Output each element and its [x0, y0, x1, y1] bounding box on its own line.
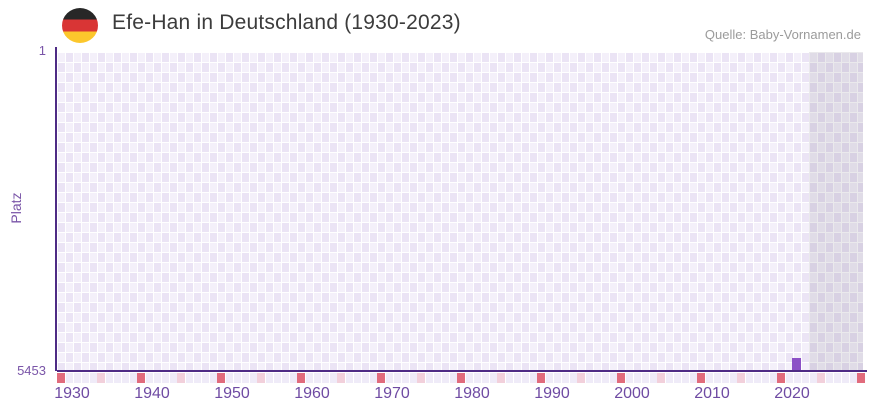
- chart-title: Efe-Han in Deutschland (1930-2023): [112, 11, 461, 34]
- rank-bar-2022[interactable]: [792, 358, 801, 370]
- x-axis-spine: [57, 370, 867, 372]
- mid-decade-marker-2015: [737, 373, 745, 383]
- y-axis-title: Platz: [8, 192, 24, 224]
- mid-decade-marker-1975: [417, 373, 425, 383]
- source-attribution: Quelle: Baby-Vornamen.de: [704, 27, 861, 42]
- mid-decade-marker-1995: [577, 373, 585, 383]
- germany-flag-icon: [62, 8, 98, 43]
- x-tick-label-1970: 1970: [374, 385, 410, 402]
- x-tick-label-2020: 2020: [774, 385, 810, 402]
- y-axis-spine: [55, 47, 57, 371]
- mid-decade-marker-1965: [337, 373, 345, 383]
- x-tick-label-1930: 1930: [54, 385, 90, 402]
- x-tick-label-2000: 2000: [614, 385, 650, 402]
- decade-marker-1950: [217, 373, 225, 383]
- mid-decade-marker-1955: [257, 373, 265, 383]
- decade-marker-2020: [777, 373, 785, 383]
- decade-marker-1970: [377, 373, 385, 383]
- x-tick-label-1950: 1950: [214, 385, 250, 402]
- decade-marker-2010: [697, 373, 705, 383]
- decade-marker-1960: [297, 373, 305, 383]
- decade-marker-1980: [457, 373, 465, 383]
- y-axis-bottom-label: 5453: [17, 363, 46, 378]
- x-tick-label-1940: 1940: [134, 385, 170, 402]
- mid-decade-marker-2005: [657, 373, 665, 383]
- decade-marker-1990: [537, 373, 545, 383]
- x-tick-label-1980: 1980: [454, 385, 490, 402]
- mid-decade-marker-1935: [97, 373, 105, 383]
- plot-area: [57, 52, 863, 370]
- future-years-shade: [809, 52, 863, 370]
- x-tick-label-2010: 2010: [694, 385, 730, 402]
- y-axis-top-label: 1: [38, 43, 46, 58]
- x-tick-label-1990: 1990: [534, 385, 570, 402]
- decade-marker-1940: [137, 373, 145, 383]
- x-tick-label-1960: 1960: [294, 385, 330, 402]
- mid-decade-marker-2025: [817, 373, 825, 383]
- year-marker-row: [57, 373, 865, 383]
- decade-marker-1930: [57, 373, 65, 383]
- decade-marker-2000: [617, 373, 625, 383]
- mid-decade-marker-1945: [177, 373, 185, 383]
- x-axis-labels: 1930 1940 1950 1960 1970 1980 1990 2000 2010 2020: [54, 385, 863, 405]
- mid-decade-marker-1985: [497, 373, 505, 383]
- decade-marker-2030: [857, 373, 865, 383]
